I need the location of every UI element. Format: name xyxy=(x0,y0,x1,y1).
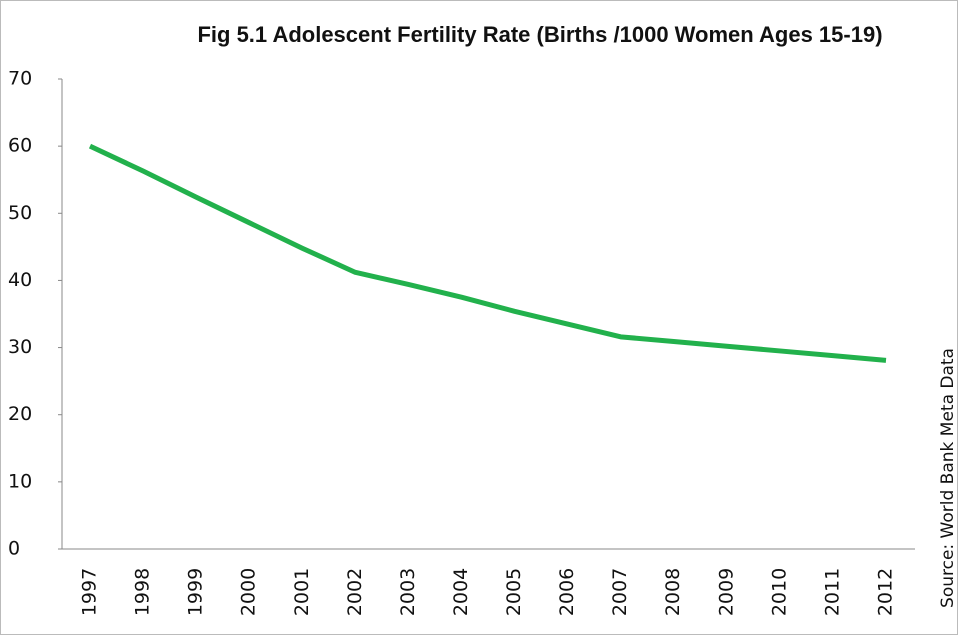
x-tick-label: 1999 xyxy=(185,568,207,616)
x-tick-label: 2011 xyxy=(821,568,843,616)
y-tick-label: 70 xyxy=(8,68,32,90)
chart-title: Fig 5.1 Adolescent Fertility Rate (Birth… xyxy=(197,22,883,47)
y-tick-label: 30 xyxy=(8,336,32,358)
x-tick-label: 2002 xyxy=(344,568,366,616)
y-tick-label: 0 xyxy=(8,538,20,560)
x-tick-label: 2003 xyxy=(397,568,419,616)
x-tick-label: 2012 xyxy=(875,568,897,616)
x-tick-label: 2005 xyxy=(503,568,525,616)
x-tick-label: 1998 xyxy=(132,568,154,616)
y-tick-label: 50 xyxy=(8,202,32,224)
x-tick-label: 2006 xyxy=(556,568,578,616)
x-tick-label: 2008 xyxy=(662,568,684,616)
x-tick-label: 2007 xyxy=(609,568,631,616)
x-tick-label: 2000 xyxy=(238,568,260,616)
x-tick-label: 2004 xyxy=(450,568,472,616)
data-line xyxy=(88,143,887,363)
x-tick-label: 1997 xyxy=(79,568,101,616)
y-tick-label: 60 xyxy=(8,135,32,157)
x-tick-label: 2009 xyxy=(715,568,737,616)
y-tick-label: 10 xyxy=(8,470,32,492)
y-tick-label: 40 xyxy=(8,269,32,291)
source-note: Source: World Bank Meta Data xyxy=(938,348,958,608)
y-tick-label: 20 xyxy=(8,403,32,425)
x-tick-label: 2010 xyxy=(768,568,790,616)
x-tick-label: 2001 xyxy=(291,568,313,616)
